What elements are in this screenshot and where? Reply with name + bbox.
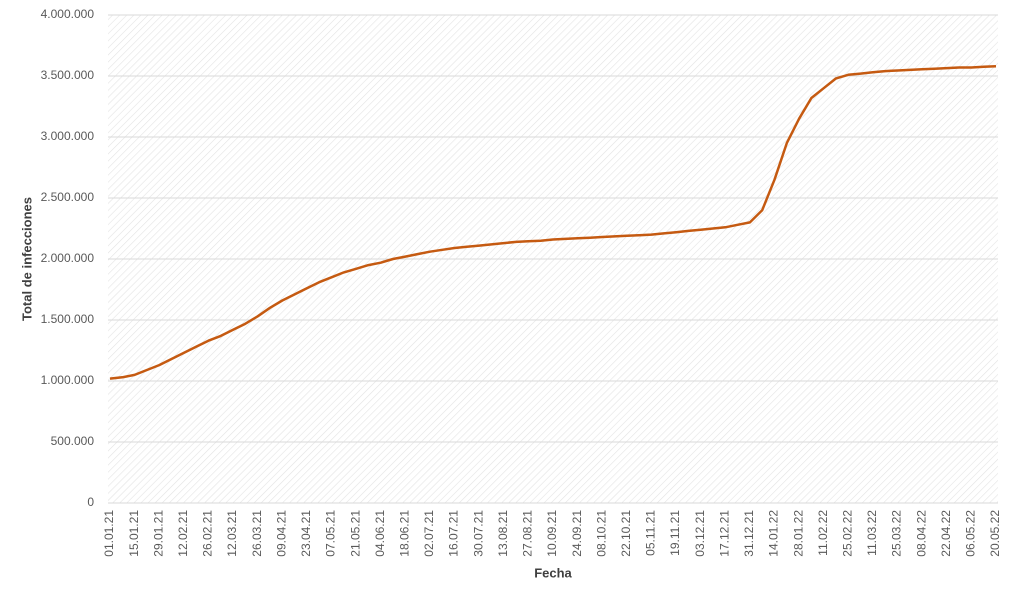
- x-tick-label: 26.03.21: [250, 510, 264, 557]
- x-tick-label: 08.04.22: [914, 510, 928, 557]
- y-tick-label: 0: [87, 495, 94, 509]
- x-tick-label: 29.01.21: [151, 510, 165, 557]
- x-tick-label: 31.12.21: [742, 510, 756, 557]
- x-axis-title: Fecha: [534, 565, 572, 580]
- x-tick-label: 19.11.21: [668, 510, 682, 556]
- y-tick-label: 2.000.000: [41, 251, 95, 265]
- x-tick-label: 03.12.21: [693, 510, 707, 557]
- y-tick-label: 1.500.000: [41, 312, 95, 326]
- x-tick-label: 25.02.22: [841, 510, 855, 557]
- y-tick-label: 2.500.000: [41, 190, 95, 204]
- x-tick-label: 06.05.22: [964, 510, 978, 557]
- x-tick-label: 22.04.22: [939, 510, 953, 557]
- y-tick-label: 3.000.000: [41, 129, 95, 143]
- x-tick-label: 18.06.21: [398, 510, 412, 557]
- y-tick-label: 3.500.000: [41, 68, 95, 82]
- x-tick-label: 10.09.21: [545, 510, 559, 557]
- x-tick-label: 21.05.21: [348, 510, 362, 557]
- y-axis-title: Total de infecciones: [19, 197, 34, 321]
- x-tick-label: 23.04.21: [299, 510, 313, 557]
- x-tick-label: 14.01.22: [767, 510, 781, 557]
- x-tick-label: 16.07.21: [447, 510, 461, 557]
- x-tick-label: 20.05.22: [988, 510, 1002, 557]
- x-tick-label: 01.01.21: [102, 510, 116, 557]
- x-tick-label: 27.08.21: [521, 510, 535, 557]
- y-tick-label: 500.000: [51, 434, 95, 448]
- x-tick-label: 24.09.21: [570, 510, 584, 557]
- x-tick-label: 13.08.21: [496, 510, 510, 557]
- x-tick-label: 12.02.21: [176, 510, 190, 557]
- x-tick-label: 02.07.21: [422, 510, 436, 557]
- x-tick-label: 28.01.22: [791, 510, 805, 557]
- x-tick-label: 22.10.21: [619, 510, 633, 557]
- x-tick-label: 30.07.21: [471, 510, 485, 557]
- x-tick-label: 11.03.22: [865, 510, 879, 556]
- y-tick-label: 1.000.000: [41, 373, 95, 387]
- x-tick-label: 07.05.21: [324, 510, 338, 557]
- x-tick-label: 12.03.21: [225, 510, 239, 557]
- x-tick-label: 05.11.21: [644, 510, 658, 556]
- x-tick-label: 09.04.21: [274, 510, 288, 557]
- y-tick-label: 4.000.000: [41, 7, 95, 21]
- x-tick-label: 17.12.21: [717, 510, 731, 557]
- x-tick-label: 08.10.21: [594, 510, 608, 557]
- x-tick-label: 15.01.21: [127, 510, 141, 557]
- x-tick-label: 26.02.21: [201, 510, 215, 557]
- x-tick-label: 11.02.22: [816, 510, 830, 556]
- data-line: [109, 64, 997, 380]
- x-tick-label: 04.06.21: [373, 510, 387, 557]
- x-tick-label: 25.03.22: [890, 510, 904, 557]
